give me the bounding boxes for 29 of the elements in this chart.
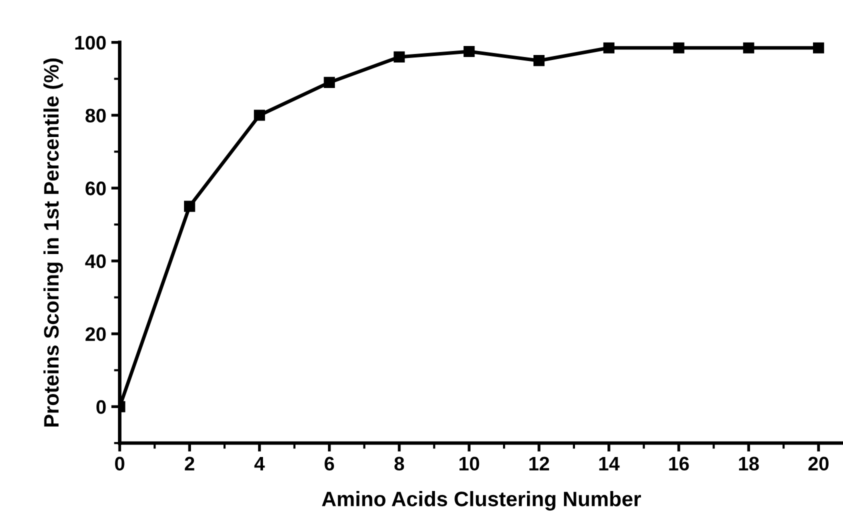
- point: [324, 76, 335, 88]
- y-tick-label: 60: [86, 182, 106, 196]
- x-tick-label: 10: [460, 456, 480, 471]
- y-tick-label: 40: [85, 254, 106, 268]
- point: [812, 42, 824, 54]
- point: [533, 55, 545, 66]
- x-axis-title: Amino Acids Clustering Number: [322, 491, 641, 511]
- point: [603, 42, 614, 54]
- point: [743, 42, 754, 54]
- point: [464, 46, 475, 58]
- y-tick-label: 20: [86, 327, 106, 342]
- y-tick-label: 80: [86, 108, 106, 122]
- point: [673, 42, 684, 54]
- x-tick-label: 20: [808, 456, 829, 471]
- point: [254, 110, 266, 121]
- x-tick-label: 14: [599, 456, 620, 470]
- x-tick-label: 18: [739, 456, 759, 471]
- y-tick-label: 0: [96, 400, 106, 414]
- x-tick-label: 6: [324, 456, 334, 471]
- point: [394, 51, 405, 63]
- y-axis-title: Proteins Scoring in 1st Percentile (%): [43, 58, 63, 427]
- x-tick-label: 12: [529, 456, 550, 470]
- y-tick-label: 100: [75, 36, 106, 50]
- x-tick-label: 4: [254, 456, 265, 470]
- x-tick-label: 2: [184, 456, 194, 470]
- x-tick-label: 0: [115, 456, 124, 471]
- x-tick-label: 16: [669, 456, 689, 471]
- x-tick-label: 8: [394, 456, 404, 471]
- point: [184, 200, 196, 212]
